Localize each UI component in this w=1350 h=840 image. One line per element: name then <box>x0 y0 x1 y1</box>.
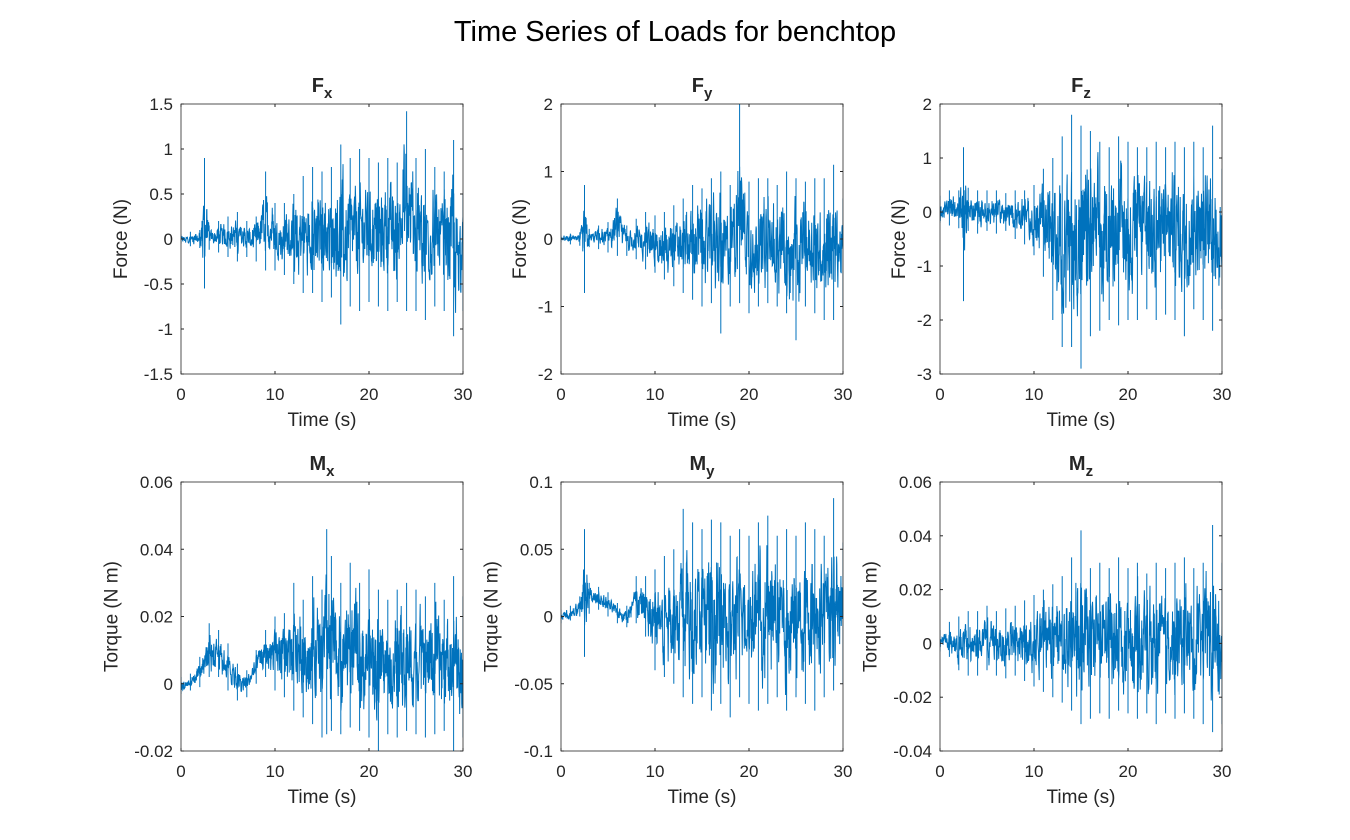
y-tick-label: 0.05 <box>520 540 553 559</box>
series-line <box>940 525 1222 733</box>
y-tick-label: 0 <box>164 230 173 249</box>
y-tick-label: 0.04 <box>140 540 173 559</box>
y-tick-label: 0.02 <box>899 581 932 600</box>
y-axis-label: Force (N) <box>111 199 132 279</box>
x-tick-label: 10 <box>266 762 285 781</box>
y-tick-label: 0 <box>544 230 553 249</box>
x-tick-label: 30 <box>834 385 853 404</box>
x-tick-label: 10 <box>646 385 665 404</box>
y-tick-label: -3 <box>917 365 932 384</box>
x-tick-label: 20 <box>360 762 379 781</box>
subplot-1: 0 10 20 30 -2 -1 0 1 2 Time (s) Force (N) Fy <box>510 75 852 431</box>
x-tick-label: 0 <box>176 385 185 404</box>
y-tick-label: 0.06 <box>140 473 173 492</box>
subplot-title: Fy <box>692 75 713 102</box>
y-tick-label: 1 <box>164 140 173 159</box>
subplot-0: 0 10 20 30 -1.5 -1 -0.5 0 0.5 1 1.5 Time (s) Force (… <box>111 75 472 431</box>
y-tick-label: 0.06 <box>899 473 932 492</box>
x-tick-label: 0 <box>556 385 565 404</box>
x-tick-label: 0 <box>176 762 185 781</box>
series-line <box>561 498 843 718</box>
x-tick-label: 20 <box>1119 762 1138 781</box>
x-axis-label: Time (s) <box>668 410 737 431</box>
x-tick-label: 10 <box>646 762 665 781</box>
x-tick-label: 30 <box>1213 762 1232 781</box>
x-tick-label: 20 <box>740 762 759 781</box>
x-tick-label: 0 <box>935 385 944 404</box>
x-tick-label: 0 <box>556 762 565 781</box>
x-tick-label: 20 <box>740 385 759 404</box>
y-tick-label: -0.04 <box>893 742 932 761</box>
subplot-title: Fx <box>312 75 333 102</box>
figure-title: Time Series of Loads for benchtop <box>453 16 897 48</box>
x-axis-label: Time (s) <box>1047 410 1116 431</box>
y-tick-label: -1 <box>158 320 173 339</box>
y-tick-label: 0.02 <box>140 608 173 627</box>
x-tick-label: 10 <box>266 385 285 404</box>
subplot-title: Mx <box>309 453 335 480</box>
y-tick-label: -0.02 <box>893 688 932 707</box>
y-tick-label: 0.1 <box>529 473 553 492</box>
y-tick-label: -0.02 <box>134 742 173 761</box>
y-tick-label: 0.04 <box>899 527 932 546</box>
y-axis-label: Force (N) <box>889 199 910 279</box>
x-tick-label: 30 <box>834 762 853 781</box>
x-tick-label: 30 <box>454 385 473 404</box>
y-axis-label: Force (N) <box>510 199 531 279</box>
y-axis-label: Torque (N m) <box>102 561 123 672</box>
y-tick-label: 2 <box>544 95 553 114</box>
series-line <box>181 529 463 751</box>
y-tick-label: 0.5 <box>149 185 173 204</box>
axes-box <box>939 103 1223 375</box>
subplot-2: 0 10 20 30 -3 -2 -1 0 1 2 Time (s) Force (N) Fz <box>889 75 1231 431</box>
subplot-title: My <box>689 453 715 480</box>
series-line <box>181 111 463 337</box>
x-axis-label: Time (s) <box>1047 787 1116 808</box>
x-tick-label: 10 <box>1025 385 1044 404</box>
y-tick-label: 0 <box>164 675 173 694</box>
x-tick-label: 20 <box>360 385 379 404</box>
x-axis-label: Time (s) <box>288 410 357 431</box>
y-tick-label: -0.1 <box>524 742 553 761</box>
y-tick-label: -1 <box>917 257 932 276</box>
y-tick-label: -0.05 <box>514 675 553 694</box>
y-tick-label: 2 <box>923 95 932 114</box>
x-tick-label: 30 <box>1213 385 1232 404</box>
y-tick-label: 1.5 <box>149 95 173 114</box>
y-tick-label: 0 <box>923 634 932 653</box>
y-tick-label: -0.5 <box>144 275 173 294</box>
x-tick-label: 10 <box>1025 762 1044 781</box>
x-tick-label: 20 <box>1119 385 1138 404</box>
x-tick-label: 30 <box>454 762 473 781</box>
y-tick-label: -2 <box>917 311 932 330</box>
subplot-title: Fz <box>1071 75 1091 102</box>
x-axis-label: Time (s) <box>668 787 737 808</box>
y-tick-label: 0 <box>923 203 932 222</box>
subplot-title: Mz <box>1069 453 1093 480</box>
y-tick-label: 0 <box>544 608 553 627</box>
series-line <box>940 114 1222 369</box>
y-tick-label: -1 <box>538 298 553 317</box>
y-tick-label: -2 <box>538 365 553 384</box>
y-tick-label: -1.5 <box>144 365 173 384</box>
axes-box <box>939 481 1223 752</box>
y-tick-label: 1 <box>923 149 932 168</box>
series-line <box>561 104 843 341</box>
y-tick-label: 1 <box>544 163 553 182</box>
x-tick-label: 0 <box>935 762 944 781</box>
y-axis-label: Torque (N m) <box>482 561 503 672</box>
x-axis-label: Time (s) <box>288 787 357 808</box>
y-axis-label: Torque (N m) <box>861 561 882 672</box>
subplot-4: 0 10 20 30 -0.1 -0.05 0 0.05 0.1 Time (s) Torque (… <box>482 453 853 808</box>
subplot-5: 0 10 20 30 -0.04 -0.02 0 0.02 0.04 0.06 Time (s) To… <box>861 453 1232 808</box>
